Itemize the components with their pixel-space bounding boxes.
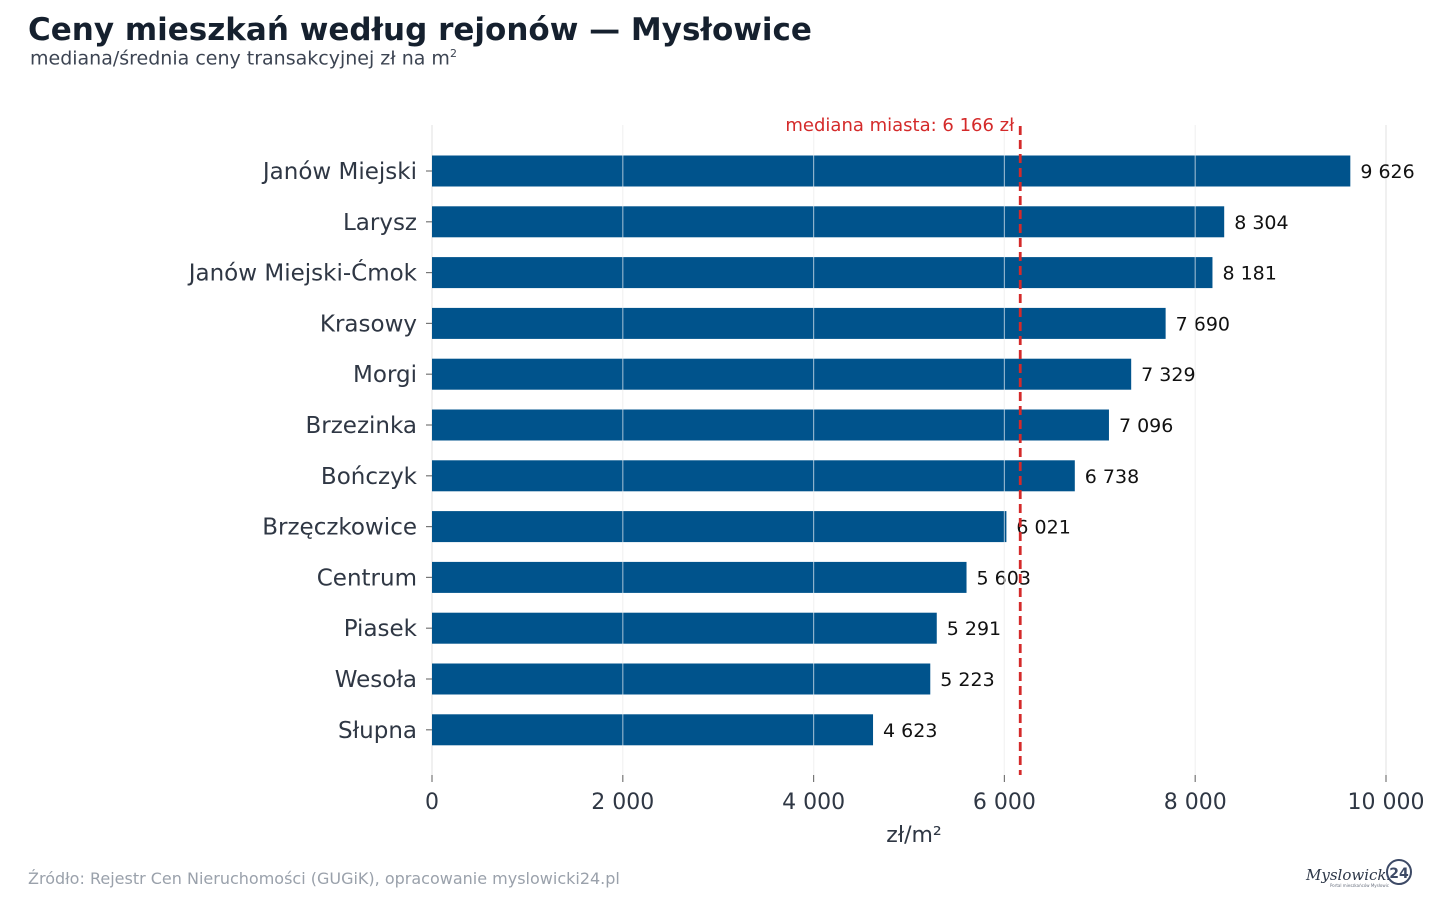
category-label: Bończyk <box>321 464 418 490</box>
value-label: 8 304 <box>1234 212 1288 234</box>
category-label: Słupna <box>338 718 417 744</box>
category-label: Wesoła <box>335 667 417 693</box>
source-note: Źródło: Rejestr Cen Nieruchomości (GUGiK… <box>28 869 620 888</box>
value-label: 6 738 <box>1085 466 1139 488</box>
chart-title: Ceny mieszkań według rejonów — Mysłowice <box>28 12 812 48</box>
value-label: 5 223 <box>940 669 994 691</box>
logo-badge-icon <box>1386 859 1412 885</box>
category-label: Krasowy <box>320 311 417 337</box>
bar <box>432 358 1132 390</box>
logo-tagline: Portal mieszkańców Mysłowic <box>1330 883 1389 888</box>
bar <box>432 460 1075 492</box>
subtitle-text: mediana/średnia ceny transakcyjnej zł na… <box>30 47 450 70</box>
category-label: Brzezinka <box>305 413 417 439</box>
value-label: 5 291 <box>947 618 1001 640</box>
bar <box>432 561 967 593</box>
value-label: 9 626 <box>1360 161 1414 183</box>
x-tick-label: 8 000 <box>1164 790 1227 815</box>
median-label: mediana miasta: 6 166 zł <box>785 115 1015 136</box>
bar-layer: Janów Miejski 9 626 Larysz 8 304 Janów Miejs… <box>187 155 1415 746</box>
x-tick-label: 10 000 <box>1348 790 1425 815</box>
category-label: Larysz <box>343 210 417 236</box>
bar <box>432 155 1351 187</box>
subtitle-superscript: 2 <box>449 47 457 60</box>
category-label: Morgi <box>353 362 417 388</box>
bar <box>432 714 874 746</box>
category-label: Janów Miejski-Ćmok <box>187 259 418 287</box>
bar <box>432 257 1213 289</box>
value-label: 7 690 <box>1176 313 1230 335</box>
logo-text: Myslowicki <box>1305 866 1391 884</box>
category-label: Piasek <box>344 616 418 642</box>
chart-subtitle: mediana/średnia ceny transakcyjnej zł na… <box>30 47 457 69</box>
value-label: 7 329 <box>1141 364 1195 386</box>
value-label: 5 603 <box>977 567 1031 589</box>
x-tick-label: 4 000 <box>782 790 845 815</box>
value-label: 8 181 <box>1222 263 1276 285</box>
category-label: Janów Miejski <box>261 159 417 185</box>
x-tick-label: 2 000 <box>591 790 654 815</box>
x-tick-label: 0 <box>425 790 439 815</box>
bar <box>432 612 937 644</box>
bar <box>432 663 931 695</box>
category-label: Brzęczkowice <box>262 515 417 541</box>
bar <box>432 409 1109 441</box>
myslowicki24-logo: Myslowicki 24 Portal mieszkańców Mysłowi… <box>1305 859 1412 888</box>
x-tick-label: 6 000 <box>973 790 1036 815</box>
value-label: 4 623 <box>883 720 937 742</box>
bar <box>432 206 1225 238</box>
overlay-layer: mediana miasta: 6 166 zł <box>622 115 1196 775</box>
logo-badge: 24 <box>1389 866 1409 882</box>
value-label: 7 096 <box>1119 415 1173 437</box>
x-axis-title: zł/m² <box>886 823 941 848</box>
category-label: Centrum <box>317 565 417 591</box>
bar <box>432 511 1007 543</box>
bar <box>432 307 1166 339</box>
value-label: 6 021 <box>1016 517 1070 539</box>
